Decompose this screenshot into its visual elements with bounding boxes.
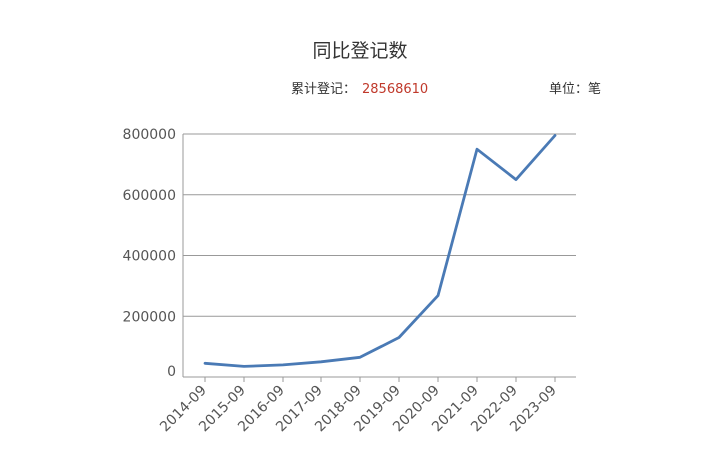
unit-label: 单位：笔 (549, 82, 602, 97)
total-value: 28568610 (362, 82, 429, 97)
total-label: 累计登记： (291, 82, 357, 97)
y-tick-label-1: 200000 (123, 309, 176, 325)
y-tick-label-2: 400000 (123, 249, 176, 265)
series-line-0 (203, 134, 557, 368)
y-tick-label-0: 0 (167, 364, 176, 380)
y-tick-label-4: 800000 (123, 127, 176, 143)
total-registrations: 累计登记： 28568610 (291, 78, 428, 97)
y-tick-label-3: 600000 (123, 188, 176, 204)
chart-title: 同比登记数 (312, 40, 408, 62)
